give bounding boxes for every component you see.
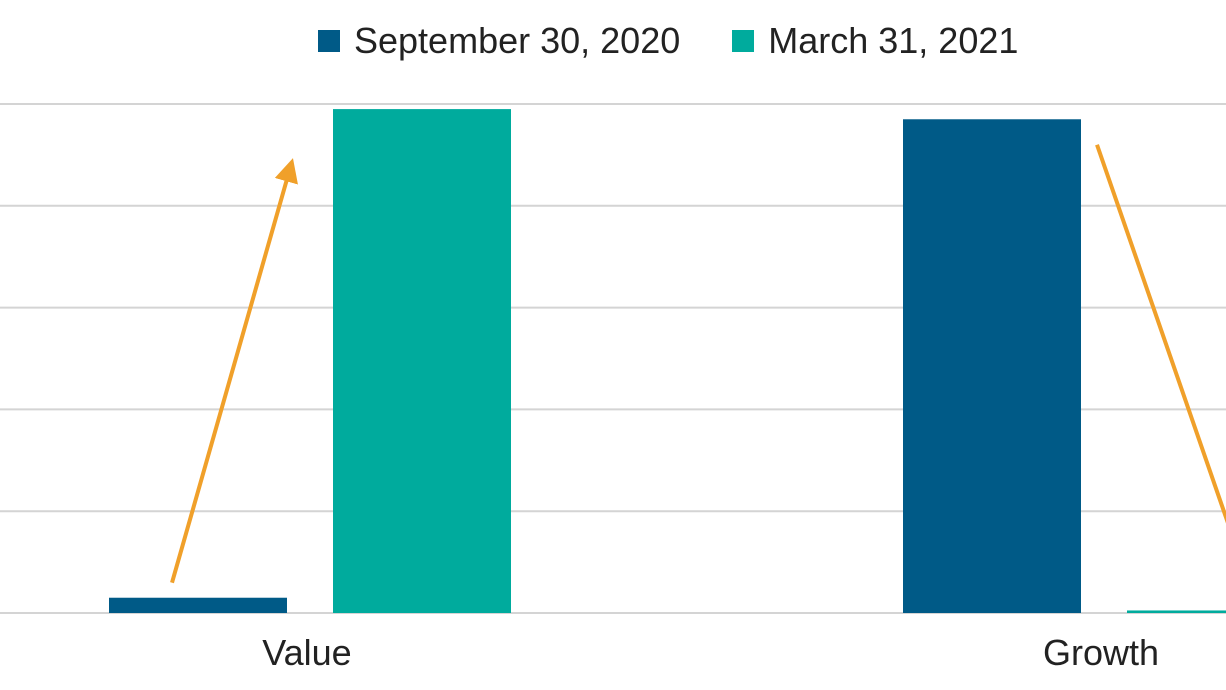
bar-growth-series-0 [903, 119, 1081, 614]
legend-item-mar-2021: March 31, 2021 [732, 20, 1018, 62]
legend-swatch-mar-2021 [732, 30, 755, 52]
x-tick-label-growth: Growth [1043, 632, 1159, 673]
legend-label-mar-2021: March 31, 2021 [768, 20, 1019, 61]
legend: September 30, 2020 March 31, 2021 [318, 20, 1070, 62]
bar-growth-series-1 [1127, 610, 1226, 613]
legend-item-sep-2020: September 30, 2020 [318, 20, 680, 62]
arrow-down-growth [1095, 144, 1226, 524]
arrow-up-value [170, 158, 298, 584]
legend-swatch-sep-2020 [318, 30, 340, 52]
legend-label-sep-2020: September 30, 2020 [354, 20, 681, 61]
x-tick-label-value: Value [262, 632, 351, 673]
bar-value-series-1 [333, 109, 511, 613]
bar-value-series-0 [109, 597, 287, 613]
